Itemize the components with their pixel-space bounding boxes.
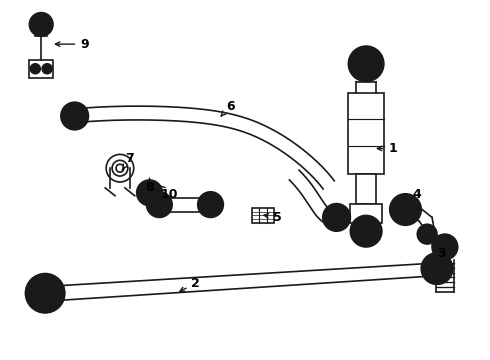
Bar — [29, 60, 53, 78]
Text: 4: 4 — [408, 188, 422, 206]
Circle shape — [137, 180, 162, 206]
Text: 3: 3 — [432, 245, 446, 260]
Circle shape — [348, 46, 384, 82]
Circle shape — [390, 194, 421, 225]
Circle shape — [350, 215, 382, 247]
Text: 9: 9 — [55, 38, 89, 51]
Circle shape — [397, 202, 414, 217]
Circle shape — [323, 204, 350, 231]
Circle shape — [29, 13, 53, 36]
Circle shape — [153, 199, 165, 211]
Text: 6: 6 — [221, 100, 235, 116]
Circle shape — [36, 19, 46, 30]
Bar — [350, 204, 382, 223]
Ellipse shape — [116, 164, 124, 172]
Text: 5: 5 — [264, 211, 282, 224]
Bar — [356, 174, 376, 204]
Circle shape — [430, 262, 444, 275]
Text: 10: 10 — [160, 185, 178, 201]
Circle shape — [331, 212, 343, 223]
Circle shape — [432, 234, 458, 260]
Bar — [348, 93, 384, 174]
Circle shape — [147, 192, 172, 217]
Bar — [252, 208, 273, 223]
Circle shape — [422, 229, 432, 239]
Circle shape — [417, 224, 437, 244]
Ellipse shape — [106, 154, 134, 182]
Text: 7: 7 — [122, 152, 134, 170]
Circle shape — [198, 192, 223, 217]
Circle shape — [42, 64, 52, 74]
Circle shape — [143, 186, 156, 200]
Circle shape — [30, 64, 40, 74]
Circle shape — [61, 102, 89, 130]
Circle shape — [359, 224, 373, 238]
Circle shape — [25, 274, 65, 313]
Circle shape — [421, 253, 453, 284]
Text: 2: 2 — [180, 277, 200, 291]
Text: 1: 1 — [377, 142, 397, 155]
Circle shape — [357, 55, 375, 73]
Circle shape — [69, 110, 80, 122]
Circle shape — [36, 284, 54, 302]
Text: 8: 8 — [145, 179, 154, 194]
Circle shape — [147, 190, 152, 196]
Ellipse shape — [112, 160, 128, 176]
Circle shape — [439, 241, 451, 253]
Circle shape — [205, 199, 217, 211]
